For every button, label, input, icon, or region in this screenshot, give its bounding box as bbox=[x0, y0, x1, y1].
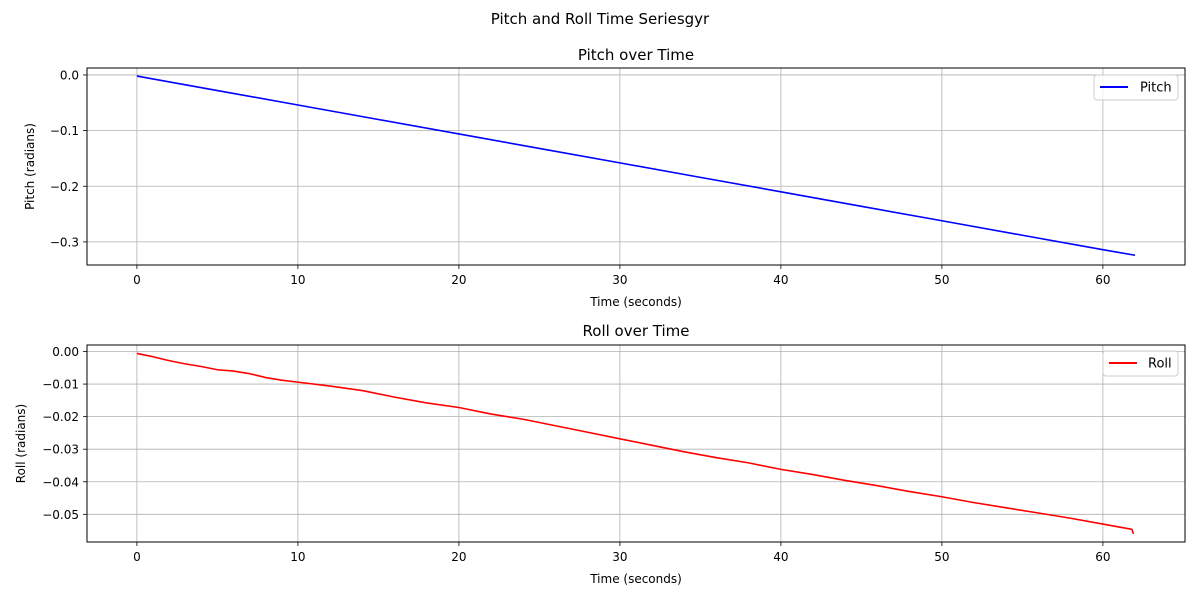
pitch-legend-label: Pitch bbox=[1140, 81, 1172, 96]
pitch-x-tick-label: 30 bbox=[612, 273, 627, 287]
roll-x-tick-label: 10 bbox=[290, 550, 305, 564]
roll-x-tick-label: 30 bbox=[612, 550, 627, 564]
roll-chart-title: Roll over Time bbox=[583, 322, 690, 340]
roll-chart: Roll over Time 0 10 20 30 40 50 60 0.00 −0.01 −0… bbox=[14, 322, 1186, 586]
pitch-x-tick-label: 50 bbox=[934, 273, 949, 287]
pitch-legend: Pitch bbox=[1093, 74, 1179, 101]
roll-series-line bbox=[136, 352, 1135, 535]
pitch-x-axis-label: Time (seconds) bbox=[589, 295, 682, 309]
roll-y-tick-label: −0.02 bbox=[42, 410, 79, 424]
pitch-y-tick-label: −0.2 bbox=[50, 180, 79, 194]
pitch-series-line bbox=[136, 75, 1136, 257]
roll-y-tick-label: −0.04 bbox=[42, 475, 79, 489]
pitch-y-ticks: 0.0 −0.1 −0.2 −0.3 bbox=[50, 68, 87, 249]
pitch-x-tick-label: 10 bbox=[290, 273, 305, 287]
roll-y-tick-label: 0.00 bbox=[52, 345, 79, 359]
roll-x-ticks: 0 10 20 30 40 50 60 bbox=[133, 542, 1111, 564]
roll-x-axis-label: Time (seconds) bbox=[589, 572, 682, 586]
roll-y-axis-label: Roll (radians) bbox=[14, 404, 28, 483]
roll-y-ticks: 0.00 −0.01 −0.02 −0.03 −0.04 −0.05 bbox=[42, 345, 87, 522]
pitch-series bbox=[136, 75, 1136, 257]
pitch-x-ticks: 0 10 20 30 40 50 60 bbox=[133, 265, 1111, 287]
pitch-x-tick-label: 20 bbox=[451, 273, 466, 287]
roll-legend-label: Roll bbox=[1148, 357, 1172, 372]
pitch-legend-box bbox=[1093, 74, 1179, 101]
pitch-y-tick-label: −0.1 bbox=[50, 124, 79, 138]
roll-legend: Roll bbox=[1102, 350, 1179, 377]
roll-y-tick-label: −0.03 bbox=[42, 443, 79, 457]
pitch-y-tick-label: 0.0 bbox=[60, 68, 79, 82]
roll-x-tick-label: 40 bbox=[773, 550, 788, 564]
pitch-x-tick-label: 0 bbox=[133, 273, 141, 287]
roll-legend-box bbox=[1102, 350, 1179, 377]
roll-x-tick-label: 0 bbox=[133, 550, 141, 564]
roll-y-tick-label: −0.01 bbox=[42, 378, 79, 392]
roll-x-tick-label: 50 bbox=[934, 550, 949, 564]
pitch-chart-title: Pitch over Time bbox=[578, 46, 694, 64]
pitch-gridlines bbox=[87, 68, 1185, 265]
pitch-y-tick-label: −0.3 bbox=[50, 235, 79, 249]
roll-y-tick-label: −0.05 bbox=[42, 508, 79, 522]
roll-x-tick-label: 60 bbox=[1095, 550, 1110, 564]
roll-plot-frame bbox=[86, 344, 1186, 543]
pitch-y-axis-label: Pitch (radians) bbox=[23, 123, 37, 210]
roll-x-tick-label: 20 bbox=[451, 550, 466, 564]
figure-suptitle: Pitch and Roll Time Seriesgyr bbox=[491, 10, 710, 28]
pitch-x-tick-label: 40 bbox=[773, 273, 788, 287]
roll-gridlines bbox=[87, 345, 1185, 542]
pitch-plot-frame bbox=[86, 67, 1186, 266]
pitch-chart: Pitch over Time 0 10 20 30 40 50 60 0.0 −0.1 −0.… bbox=[23, 46, 1186, 309]
pitch-x-tick-label: 60 bbox=[1095, 273, 1110, 287]
roll-series bbox=[136, 352, 1135, 535]
